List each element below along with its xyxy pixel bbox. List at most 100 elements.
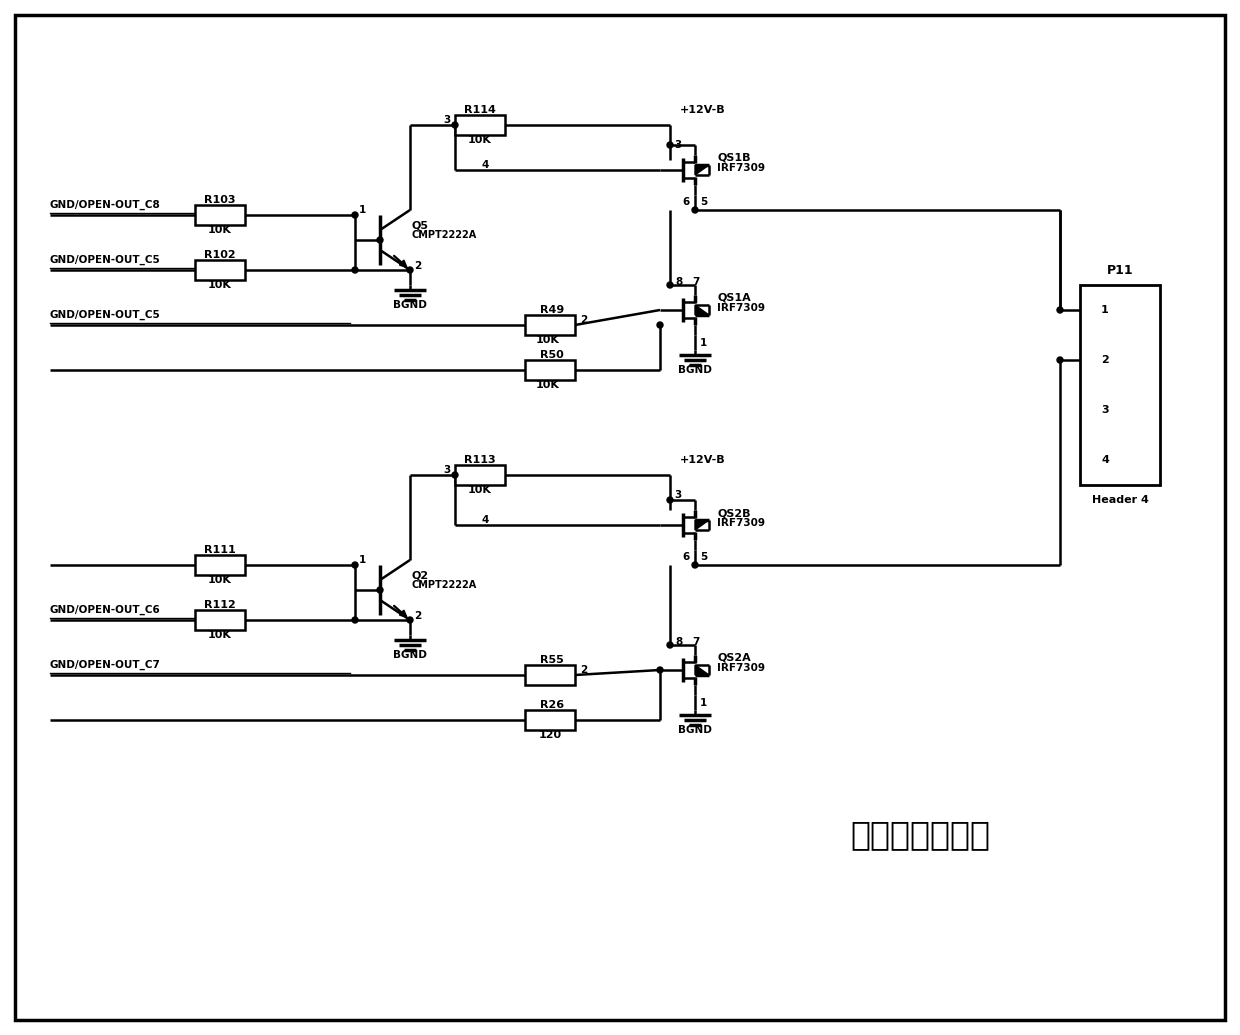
Circle shape	[352, 617, 358, 623]
Text: R50: R50	[539, 350, 564, 360]
Text: 红外源点火接口: 红外源点火接口	[849, 819, 990, 852]
Circle shape	[352, 212, 358, 218]
Text: R103: R103	[205, 195, 236, 205]
Text: 3: 3	[444, 465, 451, 475]
Text: 4: 4	[481, 515, 489, 525]
Circle shape	[377, 237, 383, 243]
Text: 1: 1	[1101, 305, 1109, 315]
Text: R49: R49	[539, 305, 564, 315]
Text: Q5: Q5	[412, 220, 429, 230]
Circle shape	[692, 562, 698, 568]
Bar	[525, 710, 575, 730]
Bar	[455, 465, 505, 485]
Text: 2: 2	[1101, 355, 1109, 365]
Text: 8: 8	[675, 277, 682, 287]
Text: 5: 5	[701, 197, 707, 207]
Circle shape	[667, 642, 673, 648]
Text: 10K: 10K	[208, 225, 232, 235]
Text: GND/OPEN-OUT_C7: GND/OPEN-OUT_C7	[50, 660, 161, 670]
Text: 10K: 10K	[467, 485, 492, 495]
Text: 8: 8	[675, 637, 682, 647]
Circle shape	[1056, 307, 1063, 313]
Bar	[195, 260, 246, 280]
Circle shape	[667, 142, 673, 148]
Circle shape	[352, 562, 358, 568]
Text: 10K: 10K	[467, 135, 492, 145]
Circle shape	[657, 667, 663, 673]
Text: P11: P11	[1106, 264, 1133, 276]
Text: IRF7309: IRF7309	[717, 663, 765, 673]
Text: BGND: BGND	[678, 724, 712, 735]
Text: CMPT2222A: CMPT2222A	[412, 580, 477, 590]
Bar	[525, 360, 575, 380]
Text: R114: R114	[464, 105, 496, 115]
Text: 3: 3	[675, 140, 681, 150]
Text: QS2B: QS2B	[717, 508, 750, 518]
Text: 1: 1	[360, 555, 366, 565]
Text: Q2: Q2	[412, 570, 429, 580]
Text: 2: 2	[580, 315, 588, 325]
Text: 120: 120	[538, 730, 562, 740]
Circle shape	[453, 122, 458, 128]
Text: R55: R55	[539, 655, 564, 666]
Text: 2: 2	[414, 611, 422, 621]
Text: 2: 2	[580, 666, 588, 675]
Polygon shape	[694, 666, 709, 675]
Text: CMPT2222A: CMPT2222A	[412, 230, 477, 240]
Circle shape	[407, 617, 413, 623]
Text: 6: 6	[683, 197, 689, 207]
Circle shape	[657, 322, 663, 328]
Polygon shape	[694, 520, 709, 530]
Text: 10K: 10K	[208, 575, 232, 585]
Text: IRF7309: IRF7309	[717, 518, 765, 528]
Text: R113: R113	[464, 455, 496, 465]
Text: Header 4: Header 4	[1091, 495, 1148, 505]
Text: QS1A: QS1A	[717, 293, 750, 303]
Text: +12V-B: +12V-B	[680, 105, 725, 115]
Text: R112: R112	[205, 600, 236, 610]
Text: BGND: BGND	[393, 650, 427, 660]
Text: 1: 1	[701, 338, 707, 348]
Text: IRF7309: IRF7309	[717, 303, 765, 313]
Circle shape	[667, 497, 673, 503]
Polygon shape	[694, 305, 709, 315]
Text: 1: 1	[701, 698, 707, 708]
Text: BGND: BGND	[393, 300, 427, 310]
Text: R26: R26	[539, 700, 564, 710]
Text: 1: 1	[360, 205, 366, 215]
Text: 10K: 10K	[536, 335, 560, 345]
Text: GND/OPEN-OUT_C5: GND/OPEN-OUT_C5	[50, 309, 161, 320]
Bar	[455, 115, 505, 135]
Text: QS1B: QS1B	[717, 153, 750, 162]
Text: GND/OPEN-OUT_C8: GND/OPEN-OUT_C8	[50, 200, 161, 210]
Bar	[525, 315, 575, 335]
Text: 4: 4	[1101, 455, 1109, 465]
Text: 3: 3	[1101, 405, 1109, 415]
Circle shape	[692, 207, 698, 213]
Circle shape	[407, 267, 413, 273]
Bar	[195, 205, 246, 225]
Text: 7: 7	[693, 637, 701, 647]
Text: IRF7309: IRF7309	[717, 162, 765, 173]
Text: GND/OPEN-OUT_C5: GND/OPEN-OUT_C5	[50, 255, 161, 265]
Text: +12V-B: +12V-B	[680, 455, 725, 465]
Polygon shape	[694, 165, 709, 175]
Text: 6: 6	[683, 552, 689, 562]
Text: 10K: 10K	[536, 380, 560, 390]
Circle shape	[377, 587, 383, 593]
Text: 10K: 10K	[208, 280, 232, 290]
Text: R102: R102	[205, 250, 236, 260]
Bar	[1080, 285, 1159, 485]
Text: 4: 4	[481, 160, 489, 170]
Text: 5: 5	[701, 552, 707, 562]
Text: 3: 3	[675, 490, 681, 500]
Circle shape	[453, 472, 458, 478]
Text: 3: 3	[444, 115, 451, 125]
Bar	[195, 555, 246, 575]
Text: 7: 7	[693, 277, 701, 287]
Text: GND/OPEN-OUT_C6: GND/OPEN-OUT_C6	[50, 604, 161, 615]
Text: QS2A: QS2A	[717, 653, 750, 663]
Bar	[525, 666, 575, 685]
Circle shape	[1056, 357, 1063, 363]
Text: 10K: 10K	[208, 630, 232, 640]
